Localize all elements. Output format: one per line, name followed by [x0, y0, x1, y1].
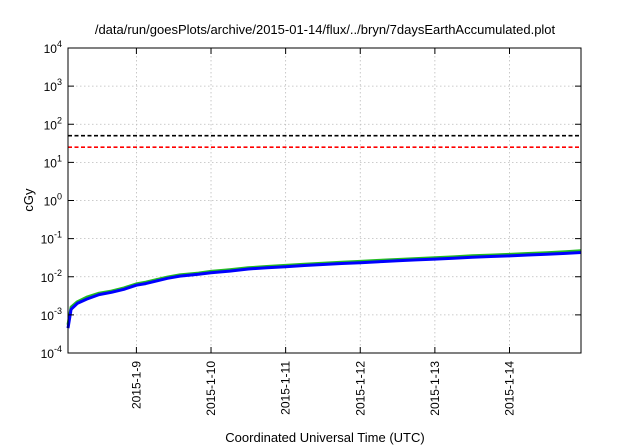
y-tick-label: 101 — [44, 153, 62, 170]
x-tick-label: 2015-1-9 — [129, 361, 143, 409]
series-line — [66, 251, 582, 329]
y-axis: 10-4 10-3 10-2 10-1 100 101 102 103 104 — [41, 39, 581, 361]
y-axis-title: cGy — [21, 188, 36, 212]
x-tick-label: 2015-1-11 — [279, 361, 293, 415]
x-tick-label: 2015-1-10 — [204, 361, 218, 416]
x-tick-label: 2015-1-13 — [428, 361, 442, 416]
x-tick-label: 2015-1-14 — [502, 361, 516, 416]
grid — [68, 48, 581, 353]
y-tick-label: 104 — [44, 39, 62, 56]
y-tick-label: 10-4 — [41, 344, 62, 361]
x-tick-label: 2015-1-12 — [353, 361, 367, 416]
y-tick-label: 103 — [44, 77, 62, 94]
x-axis-title: Coordinated Universal Time (UTC) — [225, 430, 424, 445]
y-tick-label: 10-2 — [41, 268, 62, 285]
y-tick-label: 10-3 — [41, 306, 62, 323]
chart-title: /data/run/goesPlots/archive/2015-01-14/f… — [95, 22, 556, 37]
y-tick-label: 10-1 — [41, 230, 62, 247]
series-group — [66, 249, 582, 329]
reference-lines — [68, 134, 581, 149]
y-tick-label: 102 — [44, 115, 62, 132]
y-tick-label: 100 — [44, 192, 62, 209]
x-axis: 2015-1-9 2015-1-10 2015-1-11 2015-1-12 2015-… — [129, 48, 516, 416]
